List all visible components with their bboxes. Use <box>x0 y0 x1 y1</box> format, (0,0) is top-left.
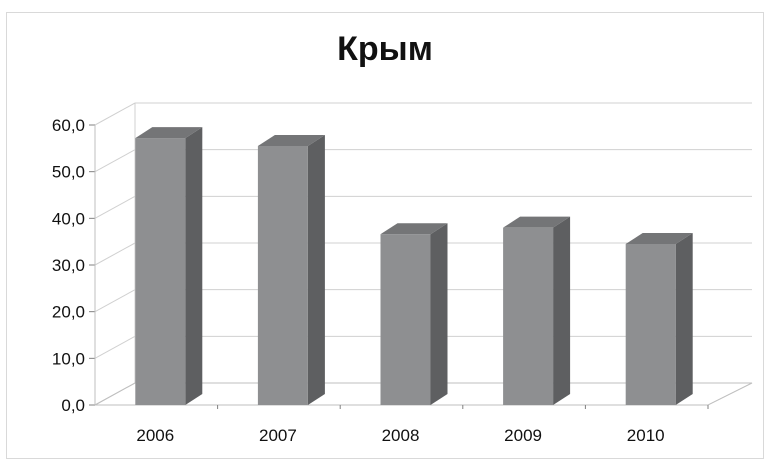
y-tick-label: 0,0 <box>61 396 85 415</box>
bar-top <box>625 233 693 244</box>
y-tick-label: 30,0 <box>52 256 85 275</box>
bar-side <box>675 233 693 405</box>
x-tick-label: 2007 <box>259 426 297 445</box>
x-tick-label: 2006 <box>136 426 174 445</box>
bar-top <box>257 135 325 146</box>
gridline-depth <box>94 149 136 173</box>
bar-side <box>307 135 325 405</box>
y-tick-label: 60,0 <box>52 116 85 135</box>
x-tick-label: 2008 <box>382 426 420 445</box>
gridline-depth <box>94 102 136 126</box>
bar <box>257 146 308 405</box>
bar-side <box>430 223 448 405</box>
gridline-depth <box>94 242 136 266</box>
bar <box>625 244 676 405</box>
bar <box>503 227 554 405</box>
x-tick-label: 2010 <box>627 426 665 445</box>
y-tick-label: 10,0 <box>52 349 85 368</box>
bar-top <box>503 216 571 228</box>
chart-title: Крым <box>337 30 433 68</box>
gridline-depth <box>94 289 136 313</box>
bar-top <box>380 223 448 235</box>
y-tick-label: 20,0 <box>52 303 85 322</box>
x-tick-label: 2009 <box>504 426 542 445</box>
gridline-depth <box>94 195 136 219</box>
bar-side <box>553 216 571 405</box>
bar-side <box>185 127 203 406</box>
gridline-depth <box>94 335 136 359</box>
y-tick-label: 40,0 <box>52 209 85 228</box>
bar <box>135 138 186 406</box>
bar-top <box>135 127 203 139</box>
bar <box>380 234 431 405</box>
y-tick-label: 50,0 <box>52 163 85 182</box>
